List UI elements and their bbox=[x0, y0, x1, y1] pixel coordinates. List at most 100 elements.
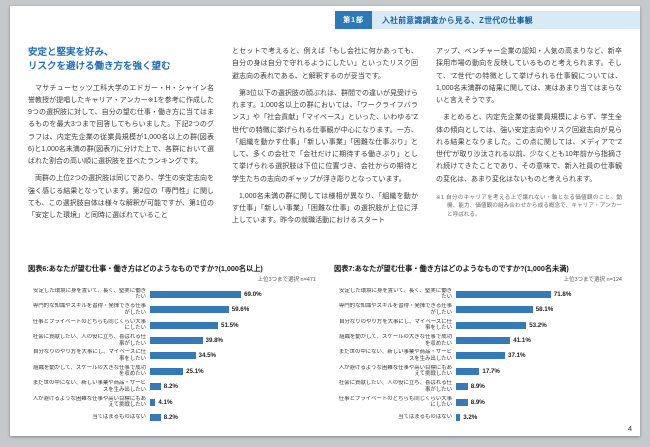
section-title-bar: 入社前意識調査から見る、Z世代の仕事観 bbox=[372, 11, 640, 29]
chart-bar-track: 25.1% bbox=[150, 367, 316, 375]
footnote: ※1 自分のキャリアを考える上で譲れない・軸となる価値観のこと。動機、能力、価値… bbox=[436, 194, 622, 219]
chart-bar bbox=[150, 383, 161, 391]
chart-category-label: 社会に貢献したい、人の役に立ち、喜ばれる仕事がしたい bbox=[32, 334, 146, 347]
page-number: 4 bbox=[627, 424, 632, 433]
chart-category-label: まだ世の中にない、新しい事業や商品・サービスを生み出したい bbox=[32, 380, 146, 393]
chart-bar bbox=[150, 290, 242, 298]
body-paragraph: マサチューセッツ工科大学のエドガー・H・シャイン名誉教授が提唱したキャリア・アン… bbox=[28, 84, 214, 166]
chart-bar-track: 8.9% bbox=[456, 383, 622, 391]
text-column-left: 安定と堅実を好み、 リスクを避ける働き方を強く望む マサチューセッツ工科大学のエ… bbox=[28, 46, 214, 258]
article-heading-line1: 安定と堅実を好み、 bbox=[28, 47, 114, 58]
chart-bar bbox=[456, 413, 461, 421]
article-heading-line2: リスクを避ける働き方を強く望む bbox=[28, 61, 171, 73]
chart-bar bbox=[150, 352, 196, 360]
chart-value-label: 8.9% bbox=[470, 398, 485, 406]
chart-category-label: 安定した環境に身を置いて、長く、堅実に働きたい bbox=[339, 287, 452, 301]
chart-category-label: 自分なりのやり方を大事にし、マイペースに仕事をしたい bbox=[33, 349, 146, 362]
chart-category-label: 仕事とプライベートのどちらも同じくらい大事にしたい bbox=[338, 395, 452, 409]
chart-bar bbox=[150, 413, 161, 421]
chart-bar bbox=[456, 321, 527, 329]
chart-bar bbox=[150, 337, 203, 345]
body-paragraph: 両群の上位2つの選択肢は同じであり、学生の安定志向を強く感じる結果となっています… bbox=[28, 175, 214, 219]
chart-figure-7: 図表7:あなたが望む仕事・働き方はどのようなものですか?(1,000名未満) 上… bbox=[334, 264, 622, 426]
chart-value-label: 53.2% bbox=[529, 321, 547, 329]
chart-row: 組織を動かして、スケールの大きな仕事で成功を収めたい 41.1% bbox=[334, 334, 622, 348]
chart-row: 安定した環境に身を置いて、長く、堅実に働きたい 69.0% bbox=[28, 287, 316, 301]
chart-value-label: 25.1% bbox=[186, 367, 204, 375]
chart-bar-track: 51.5% bbox=[150, 321, 316, 329]
chart-note: 上位3つまで選択 n=124 bbox=[563, 277, 622, 284]
charts-area: 図表6:あなたが望む仕事・働き方はどのようなものですか?(1,000名以上) 上… bbox=[28, 264, 622, 426]
chart-value-label: 58.1% bbox=[535, 306, 554, 314]
chart-bar-track: 4.1% bbox=[150, 398, 316, 406]
chart-figure-6: 図表6:あなたが望む仕事・働き方はどのようなものですか?(1,000名以上) 上… bbox=[28, 264, 316, 426]
body-paragraph: 第3位以下の選択肢の顔ぶれは、群間での違いが見受けられます。1,000名以上の群… bbox=[232, 89, 418, 183]
chart-value-label: 59.6% bbox=[231, 306, 250, 314]
chart-bar bbox=[456, 290, 551, 298]
chart-bar bbox=[456, 367, 480, 375]
section-title: 入社前意識調査から見る、Z世代の仕事観 bbox=[382, 15, 533, 25]
chart-value-label: 71.8% bbox=[553, 290, 572, 298]
chart-category-label: 当てはまるものはない bbox=[398, 414, 452, 421]
chart-value-label: 3.2% bbox=[463, 413, 478, 421]
chart-category-label: 人が避けるような困難な仕事や高い目標にもあえて挑戦したい bbox=[32, 395, 146, 409]
chart-category-label: 安定した環境に身を置いて、長く、堅実に働きたい bbox=[33, 287, 146, 301]
chart-bar bbox=[456, 337, 511, 345]
chart-row: 社会に貢献したい、人の役に立ち、喜ばれる仕事がしたい 8.9% bbox=[334, 380, 622, 394]
chart-category-label: 組織を動かして、スケールの大きな仕事で成功を収めたい bbox=[33, 364, 146, 378]
chart-value-label: 51.5% bbox=[221, 321, 239, 329]
chart-row: 人が避けるような困難な仕事や高い目標にもあえて挑戦したい 17.7% bbox=[334, 364, 622, 378]
chart-category-label: 人が避けるような困難な仕事や高い目標にもあえて挑戦したい bbox=[338, 364, 452, 378]
chart-bar-track: 34.5% bbox=[150, 352, 316, 360]
chart-category-label: まだ世の中にない、新しい事業や商品・サービスを生み出したい bbox=[338, 349, 452, 362]
text-column-middle: とセットで考えると、例えば「もし会社に何かあっても、自分の身は自分で守れるように… bbox=[232, 46, 418, 258]
chart-row: まだ世の中にない、新しい事業や商品・サービスを生み出したい 37.1% bbox=[334, 349, 622, 363]
chart-row: 組織を動かして、スケールの大きな仕事で成功を収めたい 25.1% bbox=[28, 364, 316, 378]
chart-bar bbox=[456, 398, 468, 406]
chart-bar-track: 69.0% bbox=[150, 290, 316, 298]
text-column-right: アップ、ベンチャー企業の認知・人気の高まりなど、新卒採用市場の動向を反映している… bbox=[436, 46, 622, 258]
chart-bar-track: 41.1% bbox=[456, 337, 622, 345]
report-page: 第1部 入社前意識調査から見る、Z世代の仕事観 安定と堅実を好み、 リスクを避け… bbox=[10, 6, 640, 436]
chart-category-label: 専門的な知識やスキルを習得・発揮できる仕事がしたい bbox=[32, 303, 146, 316]
chart-value-label: 41.1% bbox=[513, 337, 531, 345]
chart-category-label: 専門的な知識やスキルを習得・発揮できる仕事がしたい bbox=[338, 303, 452, 316]
chart-bar bbox=[150, 367, 184, 375]
part-label-chip: 第1部 bbox=[335, 11, 372, 29]
chart-bar bbox=[456, 352, 505, 360]
chart-category-label: 社会に貢献したい、人の役に立ち、喜ばれる仕事がしたい bbox=[338, 380, 452, 393]
chart-value-label: 37.1% bbox=[508, 352, 526, 360]
chart-row: 自分なりのやり方を大事にし、マイペースに仕事をしたい 34.5% bbox=[28, 349, 316, 363]
chart-value-label: 34.5% bbox=[198, 352, 217, 360]
body-paragraph: アップ、ベンチャー企業の認知・人気の高まりなど、新卒採用市場の動向を反映している… bbox=[436, 48, 622, 104]
chart-row: 安定した環境に身を置いて、長く、堅実に働きたい 71.8% bbox=[334, 287, 622, 301]
chart-value-label: 17.7% bbox=[482, 367, 500, 375]
chart-bar-track: 8.2% bbox=[150, 383, 316, 391]
chart-row: 自分なりのやり方を大事にし、マイペースに仕事をしたい 53.2% bbox=[334, 318, 622, 332]
chart-row: 専門的な知識やスキルを習得・発揮できる仕事がしたい 59.6% bbox=[28, 303, 316, 317]
chart-row: 専門的な知識やスキルを習得・発揮できる仕事がしたい 58.1% bbox=[334, 303, 622, 317]
chart-value-label: 4.1% bbox=[158, 398, 173, 406]
chart-value-label: 8.2% bbox=[163, 383, 178, 391]
chart-row: 仕事とプライベートのどちらも同じくらい大事にしたい 8.9% bbox=[334, 395, 622, 409]
chart-bar-track: 8.9% bbox=[456, 398, 622, 406]
chart-title: 図表6:あなたが望む仕事・働き方はどのようなものですか?(1,000名以上) bbox=[28, 264, 263, 273]
chart-bar-track: 39.8% bbox=[150, 337, 316, 345]
chart-bar-track: 53.2% bbox=[456, 321, 622, 329]
chart-category-label: 当てはまるものはない bbox=[92, 414, 146, 421]
part-label: 第1部 bbox=[343, 17, 364, 24]
body-paragraph: とセットで考えると、例えば「もし会社に何かあっても、自分の身は自分で守れるように… bbox=[232, 48, 418, 80]
chart-row: 社会に貢献したい、人の役に立ち、喜ばれる仕事がしたい 39.8% bbox=[28, 334, 316, 348]
chart-value-label: 69.0% bbox=[244, 290, 262, 298]
chart-value-label: 8.2% bbox=[163, 413, 178, 421]
chart-row: 当てはまるものはない 8.2% bbox=[28, 410, 316, 424]
body-paragraph: 1,000名未満の群に関しては様相が異なり、「組織を動かす仕事」「新しい事業」「… bbox=[232, 192, 418, 225]
chart-rows: 安定した環境に身を置いて、長く、堅実に働きたい 69.0% 専門的な知識やスキルを習… bbox=[28, 287, 316, 424]
chart-bar bbox=[456, 306, 533, 314]
chart-bar-track: 59.6% bbox=[150, 306, 316, 314]
chart-category-label: 組織を動かして、スケールの大きな仕事で成功を収めたい bbox=[339, 334, 452, 347]
section-header: 第1部 入社前意識調査から見る、Z世代の仕事観 bbox=[335, 11, 640, 29]
chart-title: 図表7:あなたが望む仕事・働き方はどのようなものですか?(1,000名未満) bbox=[334, 264, 569, 273]
article-heading: 安定と堅実を好み、 リスクを避ける働き方を強く望む bbox=[28, 46, 214, 75]
